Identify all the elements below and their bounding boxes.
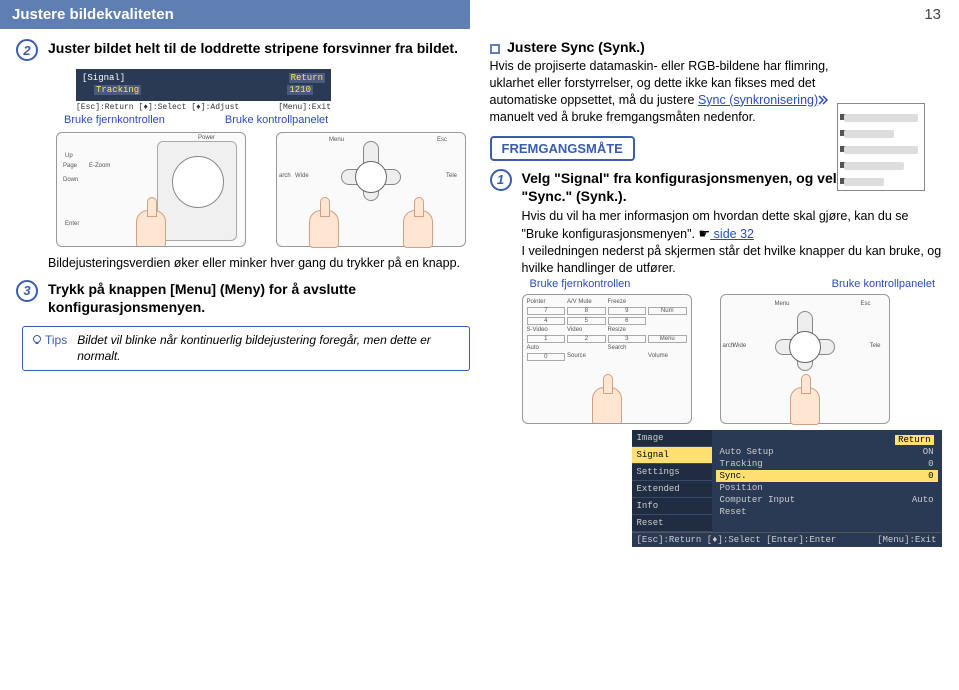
- tele-label: Tele: [446, 173, 457, 179]
- ezoom-label: E-Zoom: [89, 163, 110, 169]
- menu-osd: Image Signal Settings Extended Info Rese…: [632, 430, 942, 547]
- osd-return-label: Return: [289, 73, 325, 83]
- sync-heading: Justere Sync (Synk.): [507, 39, 645, 55]
- step-1-badge: 1: [490, 169, 512, 191]
- osd-tracking-box: [Signal] Return Tracking 1210: [76, 69, 331, 101]
- sync-chart-icon: [837, 103, 925, 191]
- step-2-text: Juster bildet helt til de loddrette stri…: [48, 39, 458, 57]
- page-number: 13: [924, 6, 941, 23]
- wide-label: Wide: [295, 173, 309, 179]
- arch-label: arch: [279, 173, 291, 179]
- menu-osd-right: Return Auto SetupON Tracking0 Sync.0 Pos…: [712, 430, 942, 532]
- page-label: Page: [63, 163, 77, 169]
- right-column: Justere Sync (Synk.) Hvis de projiserte …: [490, 39, 944, 547]
- menu-footer-left: [Esc]:Return [♦]:Select [Enter]:Enter: [637, 535, 837, 545]
- page-title: Justere bildekvaliteten: [12, 6, 174, 23]
- menu-footer-right: [Menu]:Exit: [877, 535, 936, 545]
- caption-panel-right: Bruke kontrollpanelet: [832, 278, 935, 290]
- double-arrow-icon: [818, 95, 830, 105]
- remote-illustration: Power Up Page Down E-Zoom Enter: [56, 132, 246, 247]
- procedure-banner: FREMGANGSMÅTE: [490, 136, 635, 161]
- osd-signal-label: [Signal]: [82, 73, 125, 83]
- lightbulb-icon: [31, 334, 43, 346]
- caption-remote-right: Bruke fjernkontrollen: [530, 278, 631, 290]
- osd-tracking-value: 1210: [287, 85, 313, 95]
- menu-item: Settings: [632, 464, 712, 481]
- panel-illustration: Menu Esc Wide Tele Enter arch: [276, 132, 466, 247]
- up-label: Up: [65, 153, 73, 159]
- osd-footer: [Esc]:Return [♦]:Select [♦]:Adjust [Menu…: [76, 103, 331, 112]
- osd-footer-right: [Menu]:Exit: [278, 103, 331, 112]
- step-3-text: Trykk på knappen [Menu] (Meny) for å avs…: [48, 280, 470, 316]
- panel-illustration-2: Menu Esc Wide Tele Enter arch: [720, 294, 890, 424]
- menu-osd-left: Image Signal Settings Extended Info Rese…: [632, 430, 712, 532]
- esc-label: Esc: [437, 137, 447, 143]
- tips-text: Bildet vil blinke når kontinuerlig bilde…: [77, 333, 460, 364]
- square-bullet-icon: [490, 44, 500, 54]
- pointer-icon: ☛: [699, 226, 711, 241]
- menu-item-selected: Signal: [632, 447, 712, 464]
- step-3-badge: 3: [16, 280, 38, 302]
- menu-item: Image: [632, 430, 712, 447]
- osd-tracking-label: Tracking: [94, 85, 141, 95]
- adjustment-body: Bildejusteringsverdien øker eller minker…: [48, 255, 470, 272]
- step-1-body: Hvis du vil ha mer informasjon om hvorda…: [522, 208, 944, 277]
- caption-panel-left: Bruke kontrollpanelet: [225, 114, 328, 126]
- header-bar: Justere bildekvaliteten: [0, 0, 470, 29]
- menu-item: Extended: [632, 481, 712, 498]
- left-column: 2 Juster bildet helt til de loddrette st…: [16, 39, 470, 547]
- step-2-badge: 2: [16, 39, 38, 61]
- menu-item: Reset: [632, 515, 712, 532]
- sync-glossary-link[interactable]: Sync (synkronisering): [698, 93, 818, 107]
- menu-label: Menu: [329, 137, 344, 143]
- sync-heading-row: Justere Sync (Synk.): [490, 39, 944, 55]
- page-link[interactable]: side 32: [710, 227, 754, 241]
- menu-item: Info: [632, 498, 712, 515]
- osd-footer-left: [Esc]:Return [♦]:Select [♦]:Adjust: [76, 103, 239, 112]
- tips-box: Tips Bildet vil blinke når kontinuerlig …: [22, 326, 470, 371]
- tips-label: Tips: [31, 333, 67, 347]
- remote-illustration-2: PointerA/V MuteFreeze 789Num 456 S-Video…: [522, 294, 692, 424]
- down-label: Down: [63, 177, 78, 183]
- caption-remote-left: Bruke fjernkontrollen: [64, 114, 165, 126]
